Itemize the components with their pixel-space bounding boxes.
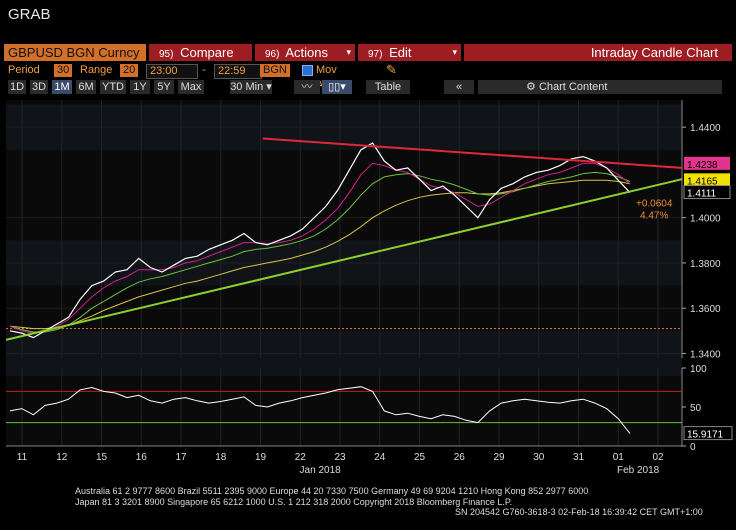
x-tick-label: 01 <box>613 452 625 463</box>
x-tick-label: 31 <box>573 452 585 463</box>
chart-content-label: Chart Content <box>538 81 608 93</box>
range-button-ytd[interactable]: YTD <box>100 80 126 94</box>
x-tick-label: 24 <box>374 452 386 463</box>
compare-label: Compare <box>180 45 234 60</box>
price-label: 1.4111 <box>687 189 717 200</box>
interval-label: 30 Min <box>230 81 264 93</box>
price-label-box <box>683 185 731 200</box>
y-tick-label: 1.3800 <box>690 259 721 270</box>
toolbar: 1D 3D 1M 6M YTD 1Y 5Y Max 30 Min ▾ 〰 ▯▯▾ Table … <box>4 80 732 94</box>
range-button-3d[interactable]: 3D <box>30 80 48 94</box>
mov-avg-checkbox[interactable] <box>302 65 313 76</box>
compare-menu[interactable]: 95) Compare <box>149 44 252 61</box>
x-tick-label: 30 <box>533 452 545 463</box>
gear-icon: ⚙ <box>526 81 536 93</box>
end-time-input[interactable]: 22:59 <box>214 64 262 79</box>
pencil-icon[interactable]: ✎ <box>386 62 397 77</box>
footer-contacts-1: Australia 61 2 9777 8600 Brazil 5511 239… <box>75 486 589 496</box>
start-time-input[interactable]: 23:00 <box>146 64 198 79</box>
price-label: 1.4165 <box>687 176 718 187</box>
rsi-current-label: 15.9171 <box>687 430 724 441</box>
chevron-down-icon: ▾ <box>346 47 351 57</box>
interval-select[interactable]: 30 Min ▾ <box>230 80 272 94</box>
x-tick-label: 22 <box>295 452 307 463</box>
chart-type-title: Intraday Candle Chart <box>464 44 732 61</box>
compare-shortcut: 95) <box>159 49 174 60</box>
price-label: 1.4238 <box>687 160 718 171</box>
period-label: Period <box>8 64 40 76</box>
x-month-label: Feb 2018 <box>617 465 660 476</box>
edit-label: Edit <box>389 45 412 60</box>
footer-contacts-2: Japan 81 3 3201 8900 Singapore 65 6212 1… <box>75 497 513 507</box>
support-trendline <box>5 178 683 341</box>
price-label-box <box>684 156 730 170</box>
price-line <box>9 142 631 339</box>
actions-shortcut: 96) <box>265 49 280 60</box>
x-tick-label: 11 <box>17 452 28 463</box>
range-button-max[interactable]: Max <box>178 80 204 94</box>
ticker-field[interactable]: GBPUSD BGN Curncy <box>4 44 146 61</box>
ma-mid-line <box>9 171 631 333</box>
x-tick-label: 19 <box>255 452 267 463</box>
chart-content-button[interactable]: ⚙ Chart Content <box>478 80 722 94</box>
range-input[interactable]: 20 <box>120 64 139 77</box>
rsi-y-tick-label: 100 <box>690 364 707 375</box>
line-chart-icon[interactable]: 〰 <box>294 80 320 94</box>
y-tick-label: 1.4400 <box>690 123 721 134</box>
period-input[interactable]: 30 <box>54 64 73 77</box>
range-button-1y[interactable]: 1Y <box>130 80 150 94</box>
candle-mode-icon[interactable]: ▯▯▾ <box>322 80 352 94</box>
rsi-y-tick-label: 0 <box>690 442 696 453</box>
range-button-1m[interactable]: 1M <box>52 80 72 94</box>
footer-session: SN 204542 G760-3618-3 02-Feb-18 16:39:42… <box>455 507 703 517</box>
scroll-left-icon[interactable]: « <box>444 80 474 94</box>
table-button[interactable]: Table <box>366 80 410 94</box>
x-tick-label: 23 <box>334 452 346 463</box>
y-tick-label: 1.3400 <box>690 349 721 360</box>
x-tick-label: 16 <box>136 452 148 463</box>
resistance-trendline <box>262 137 683 169</box>
range-button-6m[interactable]: 6M <box>76 80 96 94</box>
change-abs-label: +0.0604 <box>636 199 673 210</box>
chevron-down-icon: ▾ <box>452 47 457 57</box>
ma-fast-line <box>9 162 631 334</box>
x-tick-label: 12 <box>56 452 68 463</box>
x-tick-label: 15 <box>96 452 108 463</box>
source-input[interactable]: BGN <box>260 64 290 77</box>
x-tick-label: 17 <box>175 452 187 463</box>
rsi-y-tick-label: 50 <box>690 403 702 414</box>
window-title: GRAB <box>8 6 51 23</box>
range-button-1d[interactable]: 1D <box>8 80 26 94</box>
command-bar: GBPUSD BGN Curncy 95) Compare 96) Action… <box>4 44 732 61</box>
x-tick-label: 02 <box>652 452 664 463</box>
range-label: Range <box>80 64 113 76</box>
actions-menu[interactable]: 96) Actions ▾ <box>255 44 355 61</box>
x-tick-label: 18 <box>215 452 227 463</box>
x-tick-label: 26 <box>454 452 466 463</box>
y-tick-label: 1.3600 <box>690 304 721 315</box>
y-tick-label: 1.4000 <box>690 214 721 225</box>
change-pct-label: 4.47% <box>640 211 668 222</box>
actions-label: Actions <box>285 45 328 60</box>
time-separator: - <box>202 64 206 76</box>
range-button-5y[interactable]: 5Y <box>154 80 174 94</box>
x-tick-label: 29 <box>493 452 505 463</box>
rsi-line <box>9 386 631 434</box>
price-label-box <box>684 173 730 187</box>
rsi-panel-bg <box>6 368 682 446</box>
rsi-value-box <box>683 426 733 441</box>
chart-area[interactable]: 11 12 15 16 17 18 19 22 23 24 25 26 29 30 31 01 02 Jan 20… <box>0 94 736 486</box>
x-tick-label: 25 <box>414 452 426 463</box>
x-month-label: Jan 2018 <box>300 465 342 476</box>
edit-shortcut: 97) <box>368 49 383 60</box>
chevron-down-icon: ▾ <box>266 81 272 93</box>
edit-menu[interactable]: 97) Edit ▾ <box>358 44 461 61</box>
